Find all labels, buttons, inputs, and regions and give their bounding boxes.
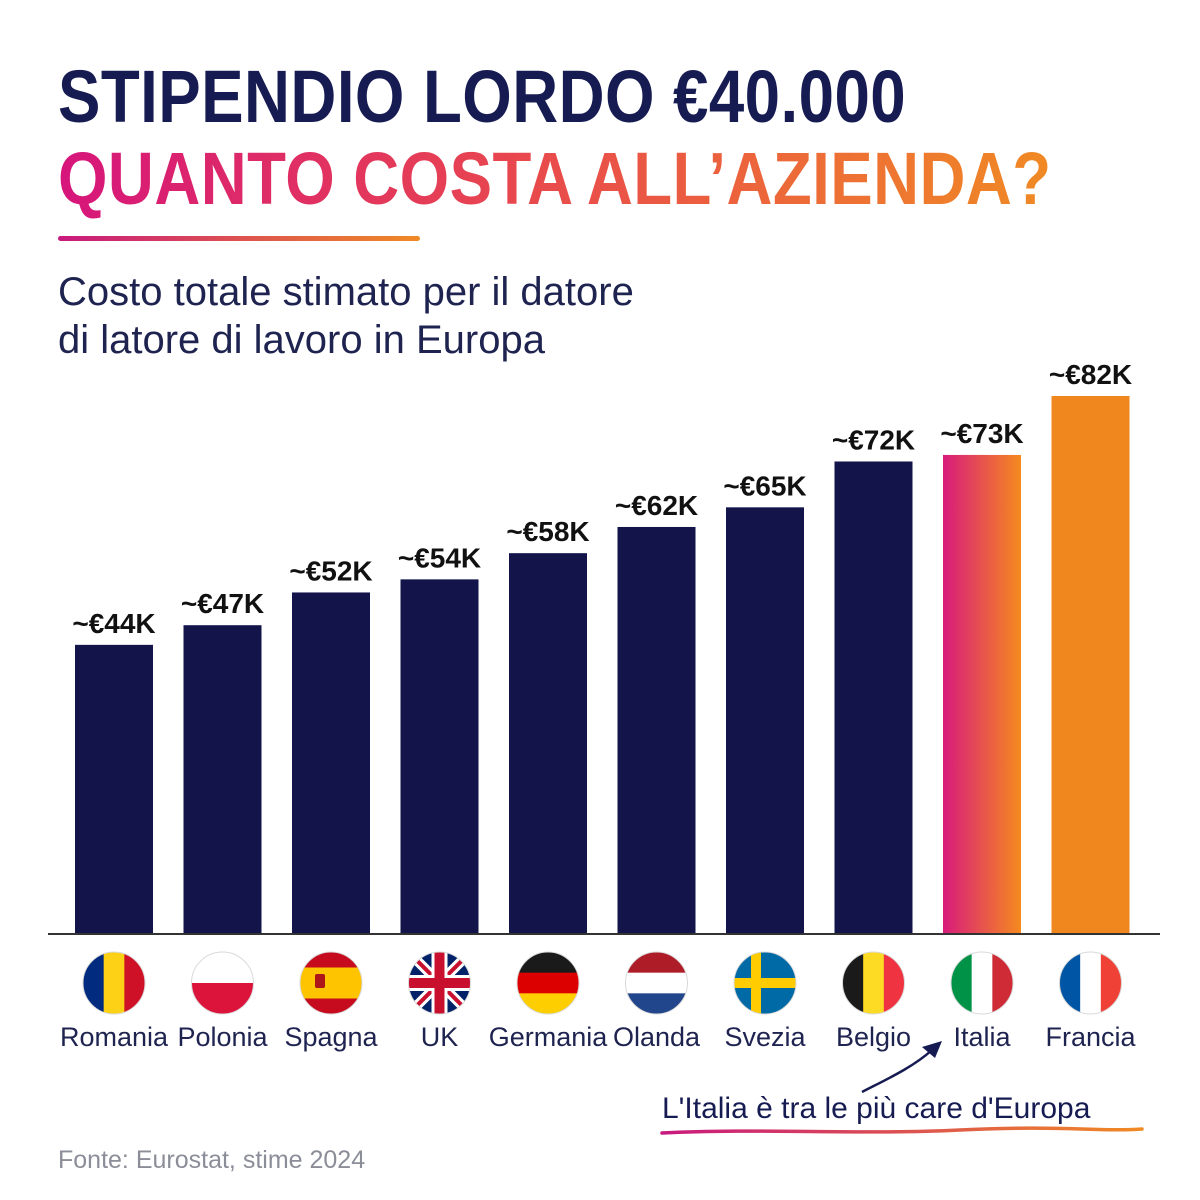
source-note: Fonte: Eurostat, stime 2024	[58, 1146, 366, 1174]
category-label-francia: Francia	[1045, 1022, 1136, 1052]
value-label-spagna: ~€52K	[289, 555, 372, 586]
bar-uk	[400, 579, 479, 933]
category-label-belgio: Belgio	[836, 1022, 911, 1052]
flag-belgium-icon	[842, 951, 905, 1015]
category-label-germania: Germania	[489, 1022, 609, 1052]
chart-subtitle: Costo totale stimato per il datore di la…	[58, 270, 634, 362]
flag-sweden-icon	[733, 951, 797, 1015]
value-label-belgio: ~€72K	[832, 424, 915, 455]
callout-arrowhead	[922, 1041, 942, 1058]
bar-olanda	[617, 526, 696, 933]
callout-underline	[660, 1126, 1144, 1135]
bar-svezia	[726, 507, 804, 933]
category-label-olanda: Olanda	[613, 1022, 701, 1052]
category-label-svezia: Svezia	[724, 1022, 806, 1052]
flag-uk-icon	[408, 951, 471, 1015]
value-label-francia: ~€82K	[1049, 359, 1132, 390]
title-underline	[58, 236, 420, 241]
value-label-uk: ~€54K	[398, 542, 481, 573]
flag-france-icon	[1059, 951, 1122, 1015]
flag-germany-icon	[516, 951, 580, 1015]
bar-francia	[1051, 396, 1130, 933]
flag-romania-icon	[82, 951, 146, 1015]
callout-arrow	[861, 1049, 933, 1094]
flag-netherlands-icon	[625, 951, 688, 1015]
chart-title: STIPENDIO LORDO €40.000	[58, 55, 907, 138]
bar-germania	[509, 553, 587, 933]
value-label-romania: ~€44K	[72, 608, 155, 639]
chart-title-question: QUANTO COSTA ALL’AZIENDA?	[58, 137, 1052, 220]
bar-italia	[943, 454, 1021, 933]
flag-spain-icon	[299, 951, 363, 1015]
bar-spagna	[292, 592, 370, 933]
value-label-polonia: ~€47K	[181, 588, 264, 619]
value-label-svezia: ~€65K	[723, 470, 806, 501]
bar-belgio	[834, 461, 913, 933]
category-label-romania: Romania	[60, 1022, 169, 1052]
category-label-uk: UK	[421, 1022, 459, 1052]
value-label-olanda: ~€62K	[615, 490, 698, 521]
bar-romania	[75, 644, 153, 933]
flag-poland-icon	[191, 951, 254, 1015]
flag-italy-icon	[950, 951, 1014, 1015]
value-label-italia: ~€73K	[940, 418, 1023, 449]
category-label-polonia: Polonia	[177, 1022, 268, 1052]
category-label-spagna: Spagna	[284, 1022, 378, 1052]
category-label-italia: Italia	[953, 1022, 1011, 1052]
value-label-germania: ~€58K	[506, 516, 589, 547]
bar-polonia	[183, 625, 262, 933]
italy-callout: L'Italia è tra le più care d'Europa	[662, 1092, 1091, 1125]
